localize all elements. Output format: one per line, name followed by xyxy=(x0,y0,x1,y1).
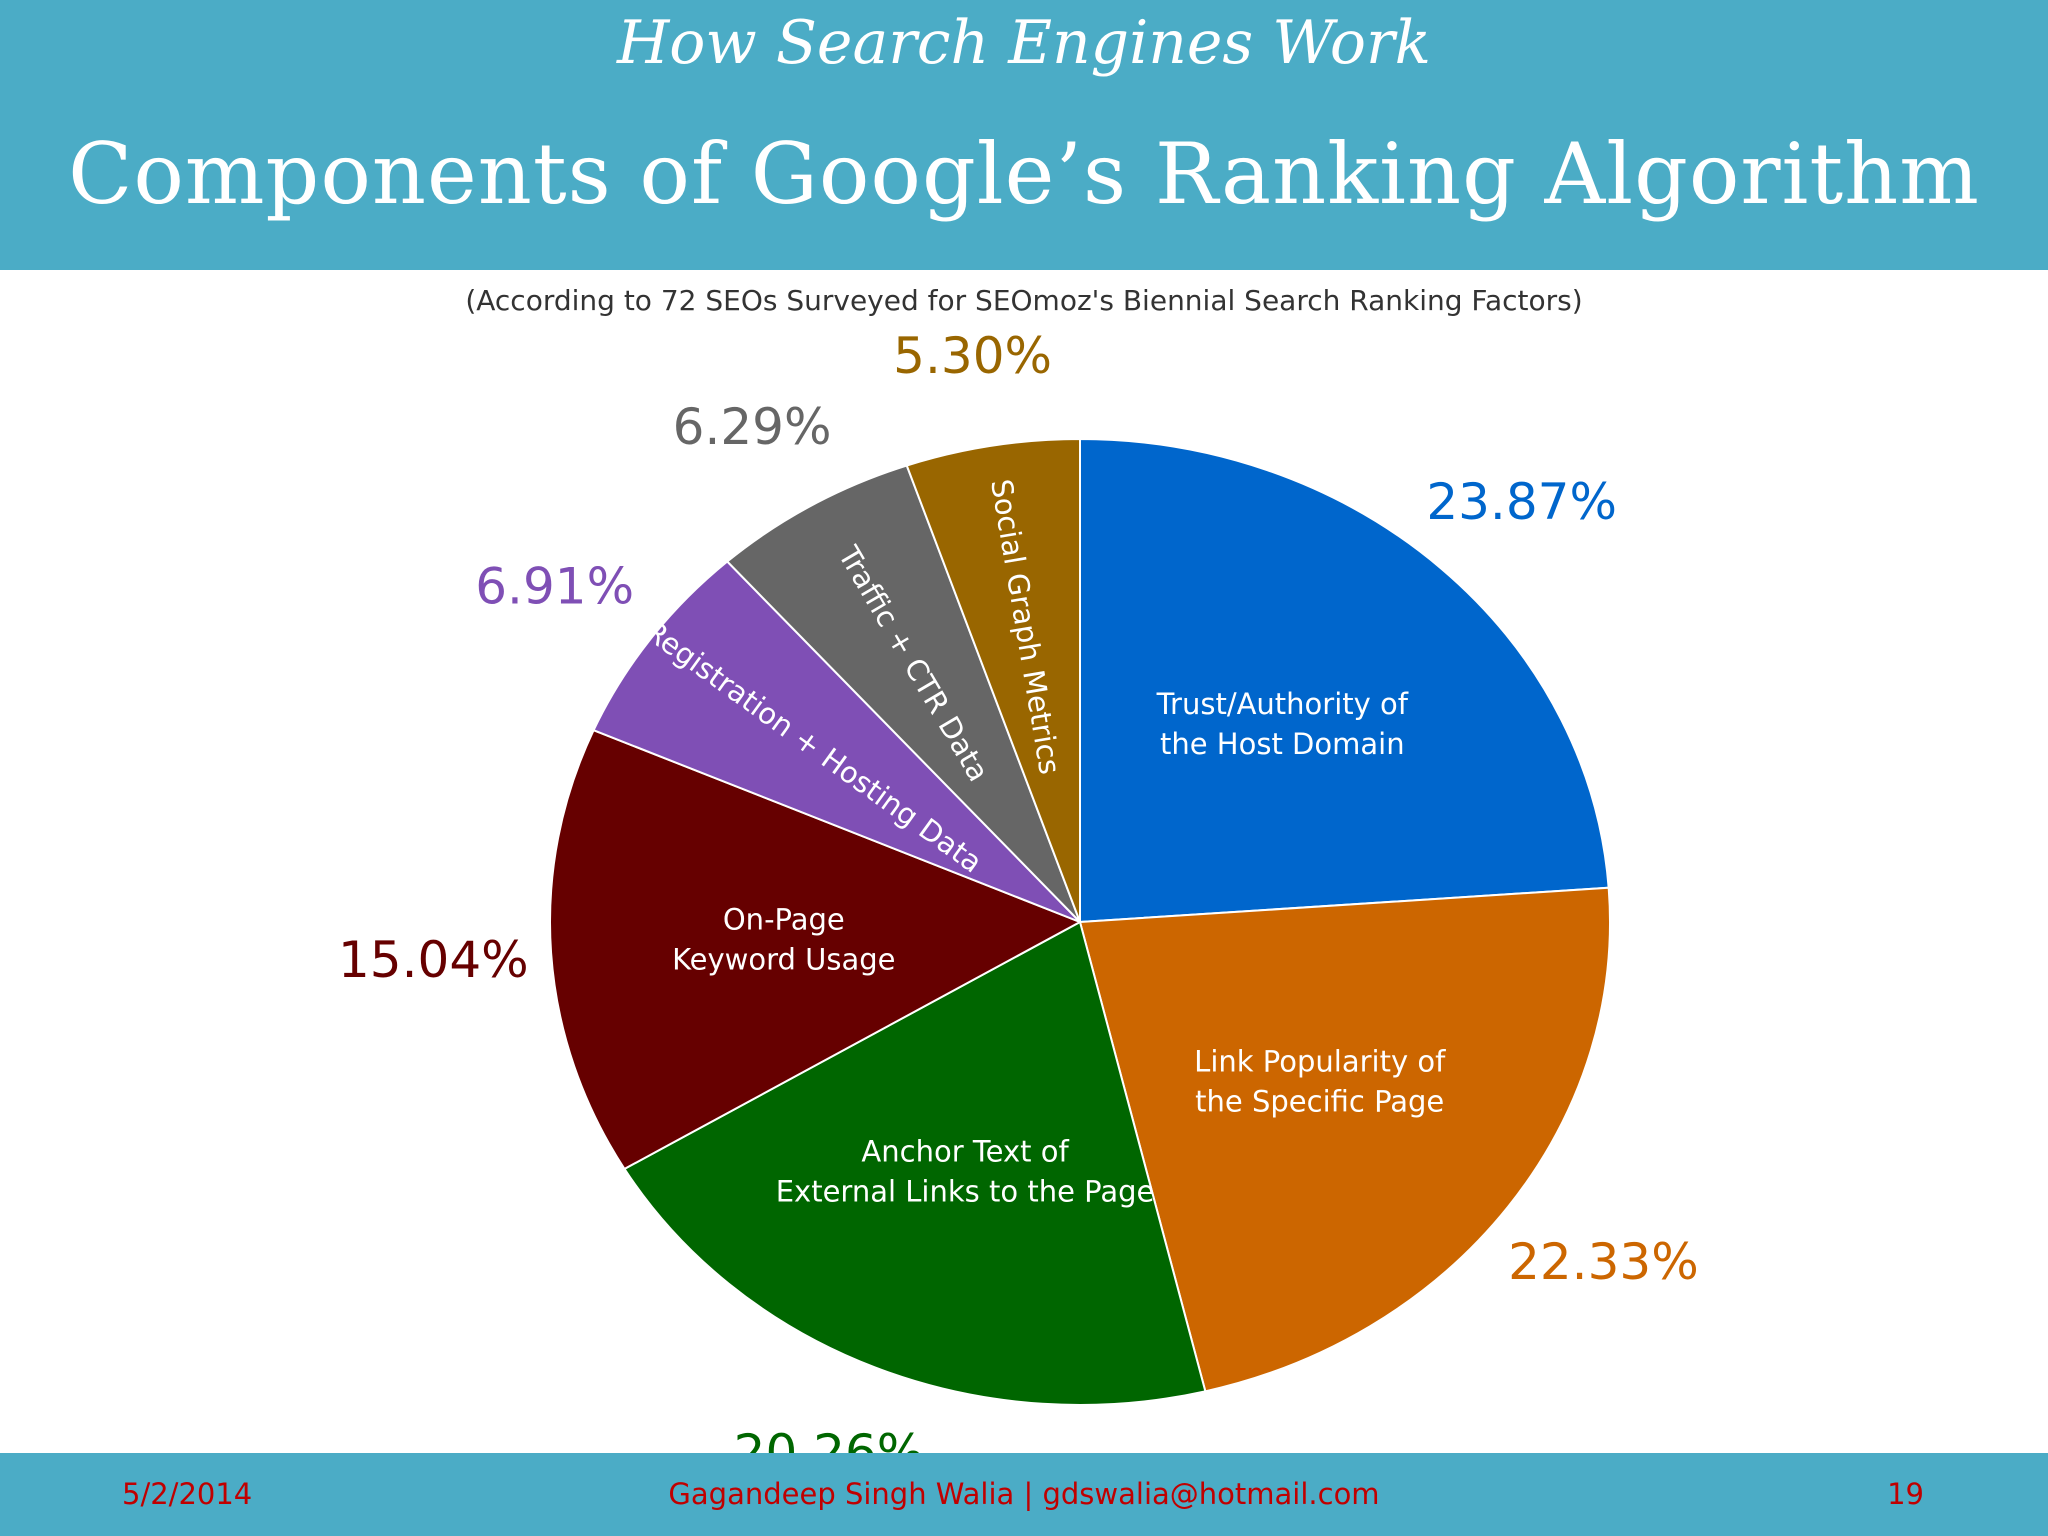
footer-author: Gagandeep Singh Walia | gdswalia@hotmail… xyxy=(668,1477,1380,1511)
footer-page-number: 19 xyxy=(1887,1477,1924,1511)
data-label-link-popularity-of-the-specific-page: 22.33% xyxy=(1508,1233,1699,1291)
pie-slice-social-graph-metrics xyxy=(905,437,1081,923)
footer-date: 5/2/2014 xyxy=(122,1477,253,1511)
pie-slice-on-page-keyword-usage xyxy=(549,728,1083,1171)
slide-title: Components of Google’s Ranking Algorithm xyxy=(68,125,1980,223)
data-label-registration-hosting-data: 6.91% xyxy=(475,557,634,615)
slide-header: How Search Engines Work Components of Go… xyxy=(0,0,2048,270)
data-label-traffic-ctr-data: 6.29% xyxy=(673,398,832,456)
pie-slice-registration-hosting-data xyxy=(592,560,1081,923)
slice-label-trust-authority-of-the-host-domain: Trust/Authority of the Host Domain xyxy=(1156,687,1409,761)
slide-subtitle: How Search Engines Work xyxy=(616,8,1432,78)
data-label-social-graph-metrics: 5.30% xyxy=(893,327,1052,385)
slice-label-link-popularity-of-the-specific-page: Link Popularity of the Specific Page xyxy=(1194,1044,1446,1118)
data-label-trust-authority-of-the-host-domain: 23.87% xyxy=(1426,473,1617,531)
pie-slice-traffic-ctr-data xyxy=(725,464,1081,923)
slice-label-on-page-keyword-usage: On-Page Keyword Usage xyxy=(672,902,895,976)
pie-slice-link-popularity-of-the-specific-page xyxy=(1078,886,1611,1393)
chart-caption: (According to 72 SEOs Surveyed for SEOmo… xyxy=(465,284,1583,317)
data-label-on-page-keyword-usage: 15.04% xyxy=(338,931,529,989)
slice-label-anchor-text-of-external-links-to-the-page: Anchor Text of External Links to the Page xyxy=(776,1134,1155,1208)
pie-slice-anchor-text-of-external-links-to-the-page xyxy=(623,920,1207,1406)
slide-footer: 5/2/2014 Gagandeep Singh Walia | gdswali… xyxy=(0,1453,2048,1536)
pie-slice-trust-authority-of-the-host-domain xyxy=(1079,437,1610,924)
